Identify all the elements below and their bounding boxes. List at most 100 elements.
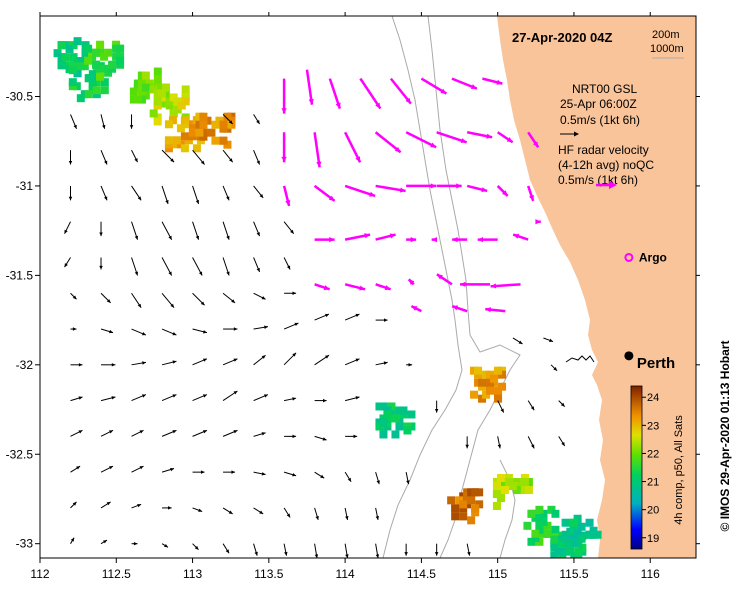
colorbar-tick-label: 24: [647, 392, 659, 404]
sst-pixel: [149, 109, 158, 118]
x-tick-label: 115: [488, 567, 507, 581]
sst-pixel: [478, 378, 487, 387]
hf-vector: [496, 131, 514, 144]
hf-vector: [527, 131, 540, 148]
sst-pixel: [391, 430, 400, 439]
hf-vector: [344, 233, 371, 241]
gsl-vector: [527, 400, 535, 411]
y-tick-label: -32.5: [6, 447, 34, 461]
hf-vector: [305, 69, 314, 105]
gsl-vector: [192, 470, 205, 474]
hf-vector: [343, 131, 362, 163]
gsl-vector: [375, 361, 388, 366]
sst-colorbar: 24 23 22 21 20 19 4h comp, p50, All Sats: [630, 385, 685, 550]
y-tick-label: -31: [16, 179, 34, 193]
sst-pixel: [199, 112, 208, 121]
gsl-vector: [314, 313, 330, 321]
sst-pixel: [77, 57, 86, 66]
hf-vector: [466, 131, 493, 139]
gsl-vector: [100, 465, 114, 473]
hf-legend-arrow: [596, 181, 617, 189]
gsl-vector: [222, 185, 230, 201]
sst-pixel: [141, 83, 150, 92]
gsl-vector: [405, 472, 410, 485]
depth-legend-200m: 200m: [652, 29, 680, 41]
sst-pixel: [172, 136, 181, 145]
gsl-legend-title: NRT00 GSL: [572, 82, 637, 96]
sst-pixel: [157, 89, 166, 98]
sst-pixel: [531, 529, 540, 538]
x-tick-label: 115.5: [559, 567, 588, 581]
gsl-vector: [131, 541, 138, 546]
gsl-vector: [192, 149, 205, 165]
sst-pixel: [76, 62, 85, 71]
gsl-vector: [344, 358, 360, 366]
hf-vector: [406, 183, 437, 189]
x-axis: 112 112.5 113 113.5 114 114.5 115 115.5 116: [30, 12, 660, 581]
x-tick-label: 114.5: [407, 567, 436, 581]
gsl-vector: [404, 543, 408, 556]
gsl-legend-scale: 0.5m/s (1kt 6h): [560, 113, 640, 127]
sst-pixel: [492, 482, 501, 491]
sst-pixel: [61, 53, 70, 62]
hf-vector: [512, 233, 529, 241]
hf-vector: [374, 131, 402, 154]
gsl-vector: [161, 328, 177, 336]
x-tick-label: 116: [641, 567, 660, 581]
gsl-vector: [70, 396, 83, 402]
sst-pixel: [391, 414, 400, 423]
gsl-vector: [161, 543, 169, 548]
gsl-vector: [222, 257, 230, 276]
gsl-vector: [70, 501, 77, 509]
hf-vector: [281, 78, 287, 114]
sst-pixel: [527, 509, 536, 518]
sst-pixel: [108, 64, 117, 73]
gsl-vector: [192, 429, 208, 437]
sst-pixel: [407, 410, 416, 419]
gsl-vector: [161, 394, 177, 402]
gsl-vector: [131, 221, 139, 240]
hf-vector: [482, 77, 503, 85]
sst-pixel: [153, 117, 162, 126]
gsl-vector: [68, 150, 73, 165]
hf-vector: [466, 184, 488, 193]
hf-vector: [375, 184, 406, 193]
gsl-vector: [222, 358, 238, 366]
sst-pixel: [211, 120, 220, 129]
credit-text: © IMOS 29-Apr-2020 01:13 Hobart: [718, 341, 732, 532]
gsl-vector: [100, 429, 114, 437]
sst-pixel: [486, 386, 495, 395]
sst-pixel: [496, 474, 505, 483]
sst-pixel: [180, 132, 189, 141]
sst-pixel: [535, 521, 544, 530]
gsl-vector: [222, 114, 234, 125]
sst-pixel: [164, 120, 173, 129]
gsl-vector: [314, 507, 319, 521]
sst-pixel: [494, 366, 503, 375]
gsl-vector: [70, 114, 77, 129]
depth-legend-1000m: 1000m: [650, 43, 684, 55]
hf-vector: [527, 185, 535, 202]
sst-pixel: [153, 67, 162, 76]
gsl-vector: [161, 257, 173, 276]
gsl-vector: [283, 543, 288, 556]
gsl-vector: [68, 185, 73, 201]
sst-pixel: [535, 513, 544, 522]
y-tick-label: -30.5: [6, 89, 34, 103]
gsl-vector: [192, 221, 200, 240]
sst-pixel: [558, 539, 567, 548]
sst-pixel: [169, 109, 178, 118]
gsl-legend-date: 25-Apr 06:00Z: [560, 97, 637, 111]
gsl-vector: [222, 292, 236, 304]
gsl-vector: [70, 465, 81, 473]
sst-pixel: [569, 518, 578, 527]
sst-pixel: [223, 112, 232, 121]
hf-vector: [407, 278, 415, 286]
hf-vector: [328, 78, 342, 110]
gsl-vector: [253, 471, 266, 476]
gsl-vector: [222, 149, 234, 163]
gsl-vector: [192, 257, 203, 276]
sst-pixel: [81, 49, 90, 58]
gsl-legend-arrow: [560, 131, 579, 137]
gsl-vector: [283, 322, 299, 330]
